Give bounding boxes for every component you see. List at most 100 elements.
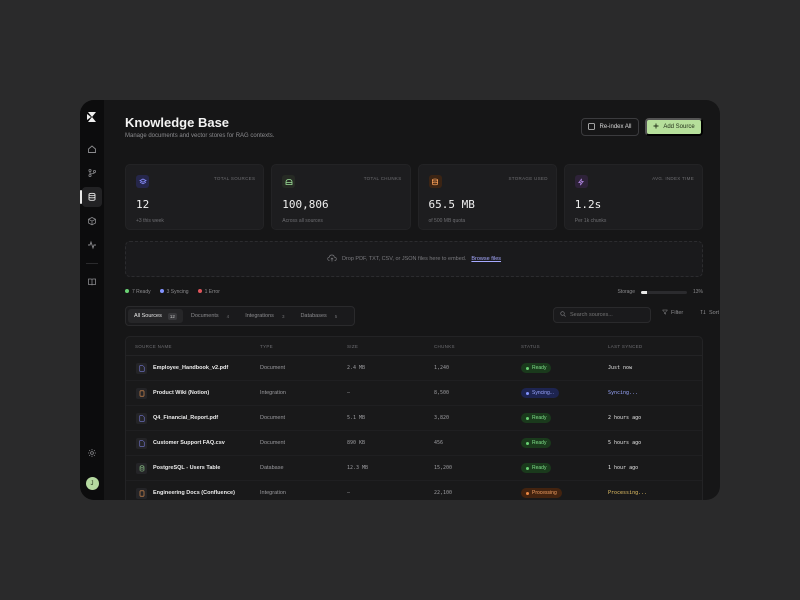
- source-size: 5.1 MB: [347, 415, 366, 421]
- source-name: PostgreSQL - Users Table: [153, 465, 221, 471]
- database-nav-icon[interactable]: [80, 187, 102, 207]
- table-row[interactable]: Q4_Financial_Report.pdf Document 5.1 MB …: [126, 406, 702, 431]
- logo-icon[interactable]: [84, 109, 100, 125]
- source-name: Q4_Financial_Report.pdf: [153, 415, 219, 421]
- page-header: Knowledge Base Manage documents and vect…: [125, 114, 703, 144]
- activity-icon[interactable]: [82, 235, 102, 255]
- stat-value: 100,806: [282, 198, 329, 211]
- status-badge: Syncing...: [521, 388, 559, 398]
- add-source-button[interactable]: Add Source: [645, 118, 703, 136]
- reindex-label: Re-index All: [599, 124, 632, 130]
- stat-card-total-chunks: TOTAL CHUNKS 100,806 Across all sources: [271, 164, 411, 230]
- sort-label: Sort: [709, 310, 720, 316]
- user-avatar[interactable]: J: [85, 477, 99, 490]
- browse-files-link[interactable]: Browse files: [471, 256, 502, 262]
- source-type: Document: [260, 415, 286, 421]
- source-chunks: 15,200: [434, 465, 453, 471]
- legend-error: 1 Error: [197, 289, 220, 295]
- book-icon[interactable]: [82, 272, 102, 292]
- tab-databases[interactable]: Databases 5: [294, 309, 345, 323]
- table-row[interactable]: Engineering Docs (Confluence) Integratio…: [126, 481, 702, 500]
- file-icon: [136, 413, 147, 424]
- source-type: Integration: [260, 390, 286, 396]
- stat-sub: of 500 MB quota: [428, 218, 466, 224]
- git-branch-icon[interactable]: [82, 163, 102, 183]
- source-size: 890 KB: [347, 440, 366, 446]
- stats-grid: TOTAL SOURCES 12 +3 this week TOTAL CHUN…: [125, 164, 703, 230]
- reindex-all-button[interactable]: Re-index All: [581, 118, 639, 136]
- status-legend: 7 Ready 3 Syncing 1 Error: [125, 289, 220, 295]
- file-icon: [136, 363, 147, 374]
- cube-icon[interactable]: [82, 211, 102, 231]
- sidebar-rail: J: [80, 100, 104, 500]
- tab-label: All Sources: [134, 313, 162, 319]
- source-name: Customer Support FAQ.csv: [153, 440, 225, 446]
- cloud-upload-icon: [327, 254, 337, 264]
- storage-percent: 13%: [692, 289, 703, 295]
- tab-label: Databases: [300, 313, 327, 319]
- status-badge: Ready: [521, 438, 552, 448]
- notion-icon: [136, 388, 147, 399]
- source-size: 12.3 MB: [347, 465, 369, 471]
- status-badge: Ready: [521, 363, 552, 373]
- stat-card-total-sources: TOTAL SOURCES 12 +3 this week: [125, 164, 265, 230]
- status-badge: Ready: [521, 413, 552, 423]
- table-row[interactable]: Product Wiki (Notion) Integration — 8,50…: [126, 381, 702, 406]
- storage-progress-fill: [640, 290, 647, 294]
- col-chunks[interactable]: CHUNKS: [434, 344, 455, 349]
- source-chunks: 22,100: [434, 490, 453, 496]
- source-type: Database: [260, 465, 284, 471]
- col-size[interactable]: SIZE: [347, 344, 359, 349]
- storage-progress-bar: [640, 290, 687, 294]
- database-icon: [428, 175, 442, 188]
- page-subtitle: Manage documents and vector stores for R…: [125, 133, 275, 139]
- search-box: [553, 307, 651, 323]
- tab-label: Integrations: [245, 313, 274, 319]
- storage-meter: Storage 13%: [617, 289, 703, 295]
- stat-sub: +3 this week: [136, 218, 164, 224]
- table-row[interactable]: PostgreSQL - Users Table Database 12.3 M…: [126, 456, 702, 481]
- main-content: Knowledge Base Manage documents and vect…: [104, 100, 720, 500]
- sort-button[interactable]: Sort: [700, 309, 719, 317]
- status-badge: Ready: [521, 463, 552, 473]
- database-icon: [136, 463, 147, 474]
- source-chunks: 1,240: [434, 365, 450, 371]
- tab-documents[interactable]: Documents 4: [185, 309, 237, 323]
- tab-integrations[interactable]: Integrations 3: [239, 309, 292, 323]
- dropzone-text: Drop PDF, TXT, CSV, or JSON files here t…: [341, 256, 467, 262]
- tab-all-sources[interactable]: All Sources 12: [128, 309, 183, 323]
- sources-table: SOURCE NAME TYPE SIZE CHUNKS STATUS LAST…: [125, 336, 703, 500]
- stat-sub: Across all sources: [282, 218, 323, 224]
- plus-icon: [653, 123, 659, 131]
- col-status[interactable]: STATUS: [521, 344, 540, 349]
- source-name: Employee_Handbook_v2.pdf: [153, 365, 229, 371]
- source-size: 2.4 MB: [347, 365, 366, 371]
- stat-label: STORAGE USED: [508, 176, 548, 181]
- last-synced: 2 hours ago: [608, 415, 642, 421]
- settings-gear-icon[interactable]: [82, 443, 102, 463]
- storage-label: Storage: [617, 289, 635, 295]
- col-source-name[interactable]: SOURCE NAME: [135, 344, 172, 349]
- filter-button[interactable]: Filter: [661, 309, 683, 317]
- source-type: Integration: [260, 490, 286, 496]
- stat-value: 12: [136, 198, 150, 211]
- col-last-synced[interactable]: LAST SYNCED: [608, 344, 643, 349]
- search-input[interactable]: [570, 312, 640, 318]
- last-synced: Just now: [608, 365, 633, 371]
- tab-count: 3: [281, 313, 285, 319]
- stat-card-avg-index-time: AVG. INDEX TIME 1.2s Per 1k chunks: [563, 164, 703, 230]
- col-type[interactable]: TYPE: [260, 344, 273, 349]
- stat-value: 65.5 MB: [428, 198, 475, 211]
- home-icon[interactable]: [82, 139, 102, 159]
- last-synced: 5 hours ago: [608, 440, 642, 446]
- file-dropzone[interactable]: Drop PDF, TXT, CSV, or JSON files here t…: [125, 241, 703, 277]
- app-window: J Knowledge Base Manage documents and ve…: [80, 100, 720, 500]
- add-source-label: Add Source: [663, 124, 695, 130]
- table-row[interactable]: Customer Support FAQ.csv Document 890 KB…: [126, 431, 702, 456]
- layers-icon: [136, 175, 149, 188]
- checkbox-icon: [588, 122, 596, 132]
- tab-count: 12: [167, 312, 177, 320]
- table-row[interactable]: Employee_Handbook_v2.pdf Document 2.4 MB…: [126, 356, 702, 381]
- source-chunks: 456: [434, 440, 444, 446]
- tab-count: 5: [334, 313, 338, 319]
